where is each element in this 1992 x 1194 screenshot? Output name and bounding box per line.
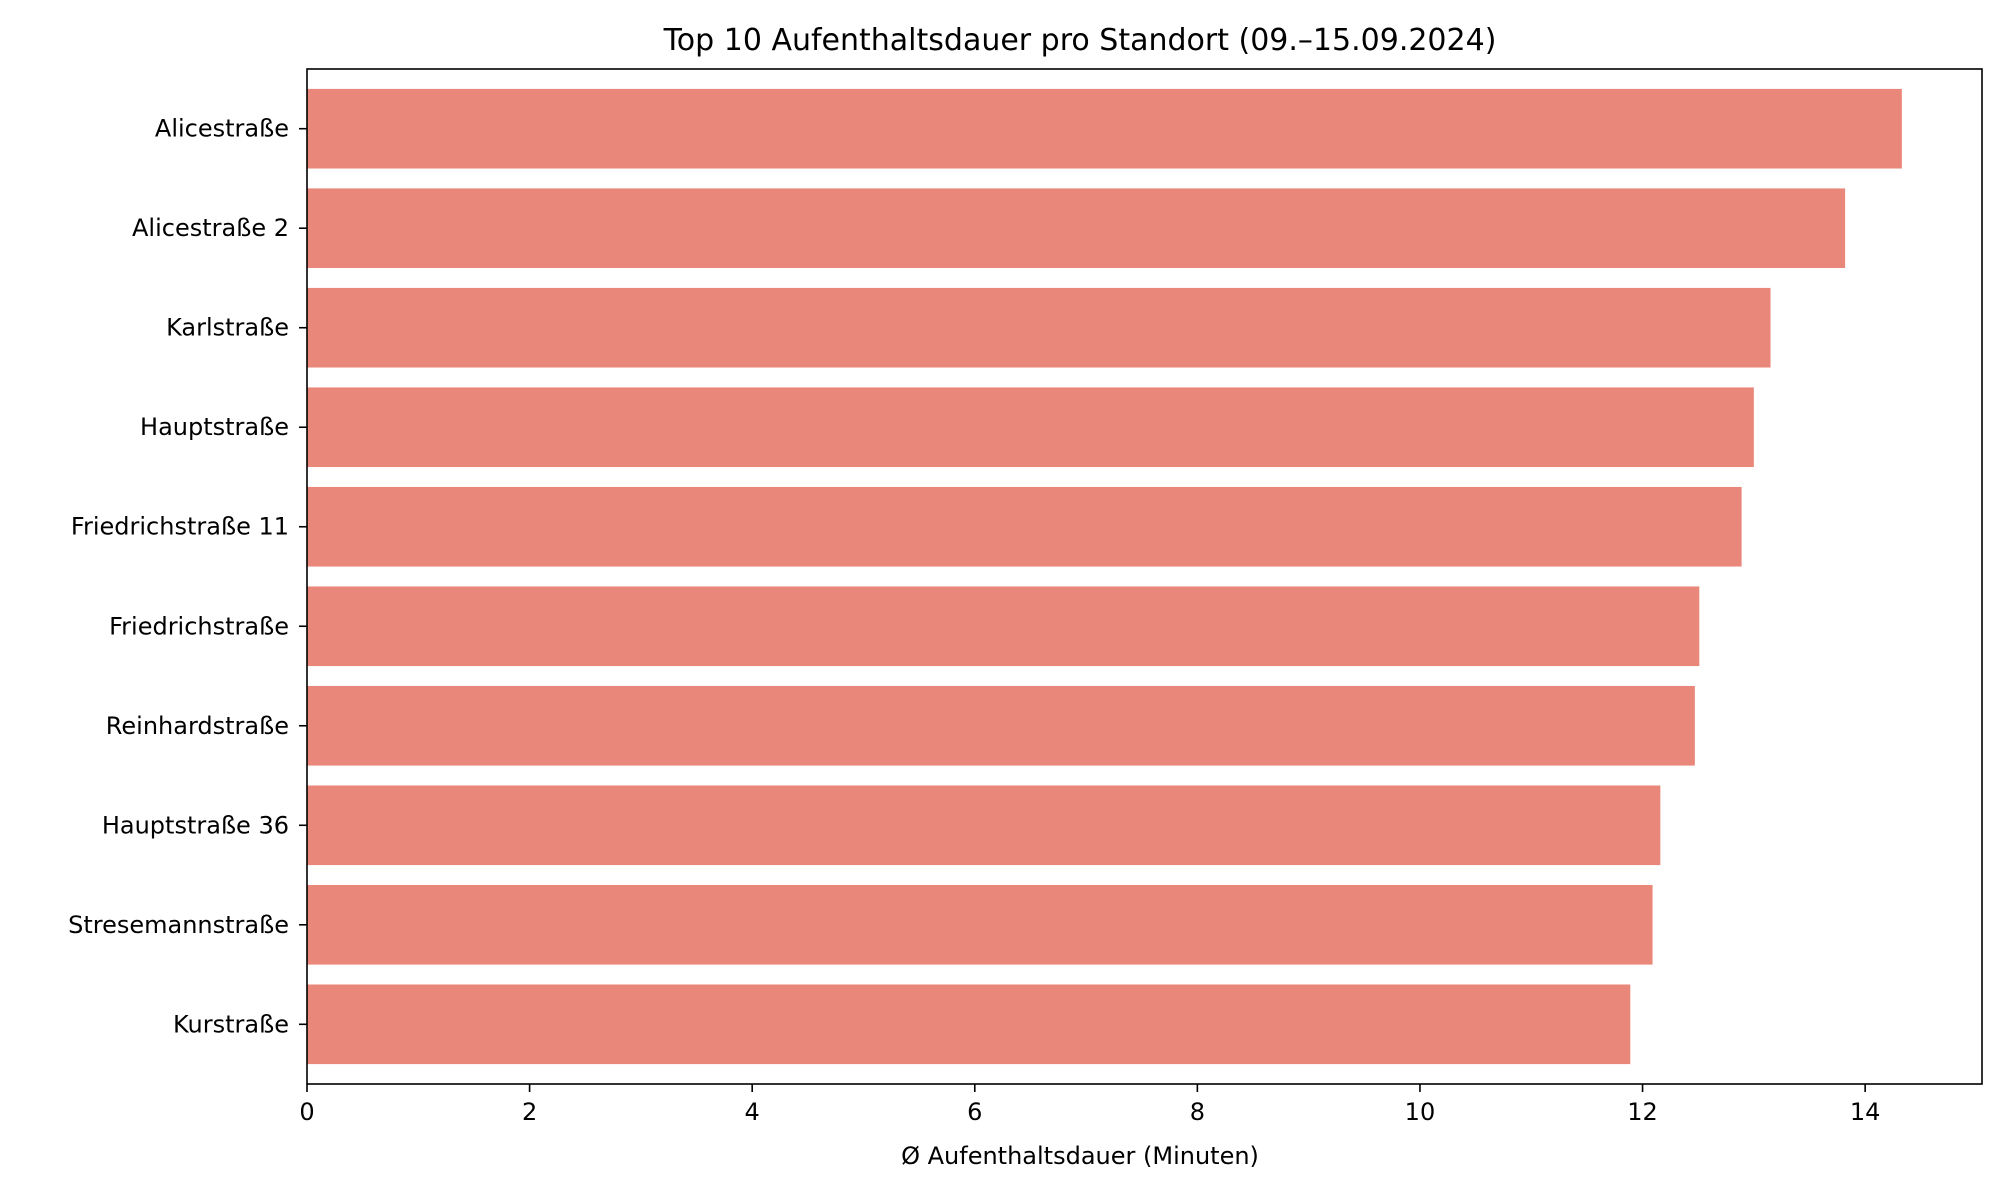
chart-title: Top 10 Aufenthaltsdauer pro Standort (09… [663,23,1497,58]
x-axis-label: Ø Aufenthaltsdauer (Minuten) [901,1142,1259,1170]
x-tick-label-4: 4 [745,1098,760,1126]
x-tick-label-0: 0 [299,1098,314,1126]
y-tick-label-stresemannstrasse: Stresemannstraße [68,911,289,939]
y-tick-label-friedrichstrasse: Friedrichstraße [109,612,289,640]
x-tick-label-14: 14 [1850,1098,1881,1126]
y-axis: Alicestraße Alicestraße 2 Karlstraße Haupts… [68,115,307,1038]
bar-stresemannstrasse [307,884,1653,965]
bar-friedrichstrasse [307,586,1700,667]
bar-hauptstrasse [307,387,1754,468]
bar-alicestrasse-2 [307,188,1846,269]
bars-layer [307,88,1902,1065]
bar-karlstrasse [307,287,1771,368]
x-tick-label-12: 12 [1627,1098,1658,1126]
y-tick-label-alicestrasse-2: Alicestraße 2 [132,214,289,242]
x-tick-label-6: 6 [967,1098,982,1126]
bar-kurstrasse [307,984,1631,1065]
y-tick-label-friedrichstrasse-11: Friedrichstraße 11 [71,513,289,541]
plot-frame [306,68,1983,1085]
y-tick-label-reinhardstrasse: Reinhardstraße [106,712,289,740]
x-tick-label-8: 8 [1190,1098,1205,1126]
y-tick-label-hauptstrasse: Hauptstraße [140,413,289,441]
x-tick-label-2: 2 [522,1098,537,1126]
bar-alicestrasse [307,88,1902,169]
y-tick-label-karlstrasse: Karlstraße [166,314,289,342]
bar-hauptstrasse-36 [307,785,1661,866]
bar-reinhardstrasse [307,685,1695,766]
y-tick-label-kurstrasse: Kurstraße [173,1010,289,1038]
y-tick-label-alicestrasse: Alicestraße [155,115,289,143]
y-tick-label-hauptstrasse-36: Hauptstraße 36 [102,811,289,839]
x-tick-label-10: 10 [1405,1098,1436,1126]
x-axis: 0 2 4 6 8 10 12 14 [299,1084,1880,1126]
bar-friedrichstrasse-11 [307,486,1742,567]
